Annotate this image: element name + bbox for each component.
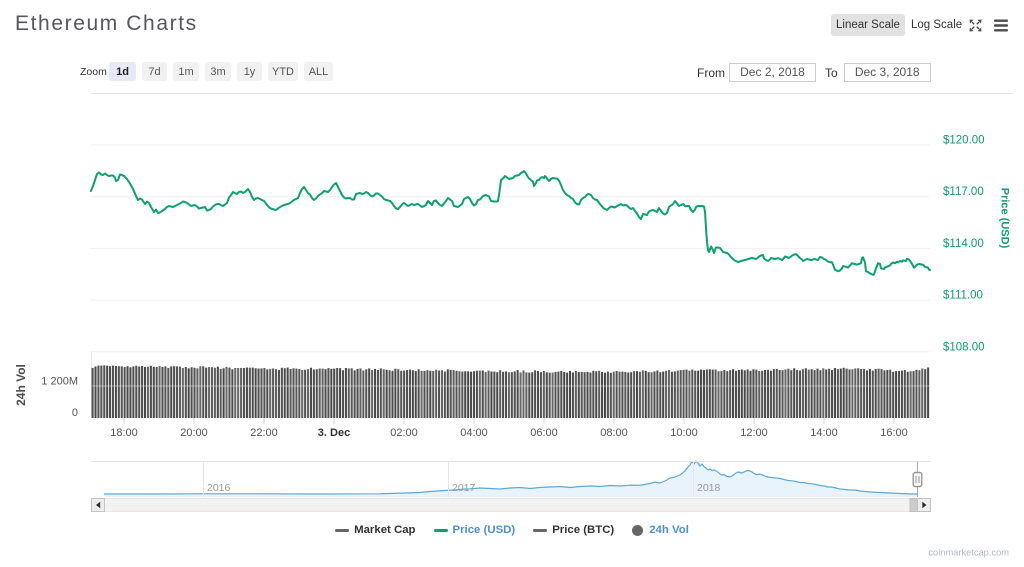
svg-text:2017: 2017 (452, 482, 476, 494)
svg-text:$117.00: $117.00 (943, 186, 984, 198)
svg-text:14:00: 14:00 (810, 427, 838, 439)
svg-text:10:00: 10:00 (670, 427, 698, 439)
svg-text:08:00: 08:00 (600, 427, 628, 439)
svg-text:02:00: 02:00 (390, 427, 418, 439)
svg-text:$111.00: $111.00 (943, 290, 983, 302)
svg-text:2016: 2016 (207, 482, 231, 494)
svg-text:22:00: 22:00 (250, 427, 278, 439)
svg-text:$108.00: $108.00 (943, 341, 985, 353)
svg-text:06:00: 06:00 (530, 427, 558, 439)
svg-text:$114.00: $114.00 (943, 238, 984, 250)
svg-text:$120.00: $120.00 (943, 135, 985, 147)
svg-text:0: 0 (72, 407, 78, 419)
svg-text:2018: 2018 (697, 482, 721, 494)
svg-text:24h Vol: 24h Vol (14, 364, 28, 406)
svg-text:Price (USD): Price (USD) (999, 188, 1011, 249)
svg-text:04:00: 04:00 (460, 427, 488, 439)
svg-text:3. Dec: 3. Dec (318, 427, 350, 439)
svg-text:18:00: 18:00 (110, 427, 138, 439)
svg-text:16:00: 16:00 (880, 427, 908, 439)
svg-text:coinmarketcap.com: coinmarketcap.com (928, 548, 1009, 558)
svg-text:20:00: 20:00 (180, 427, 208, 439)
svg-text:12:00: 12:00 (740, 427, 768, 439)
svg-text:1 200M: 1 200M (41, 376, 78, 388)
